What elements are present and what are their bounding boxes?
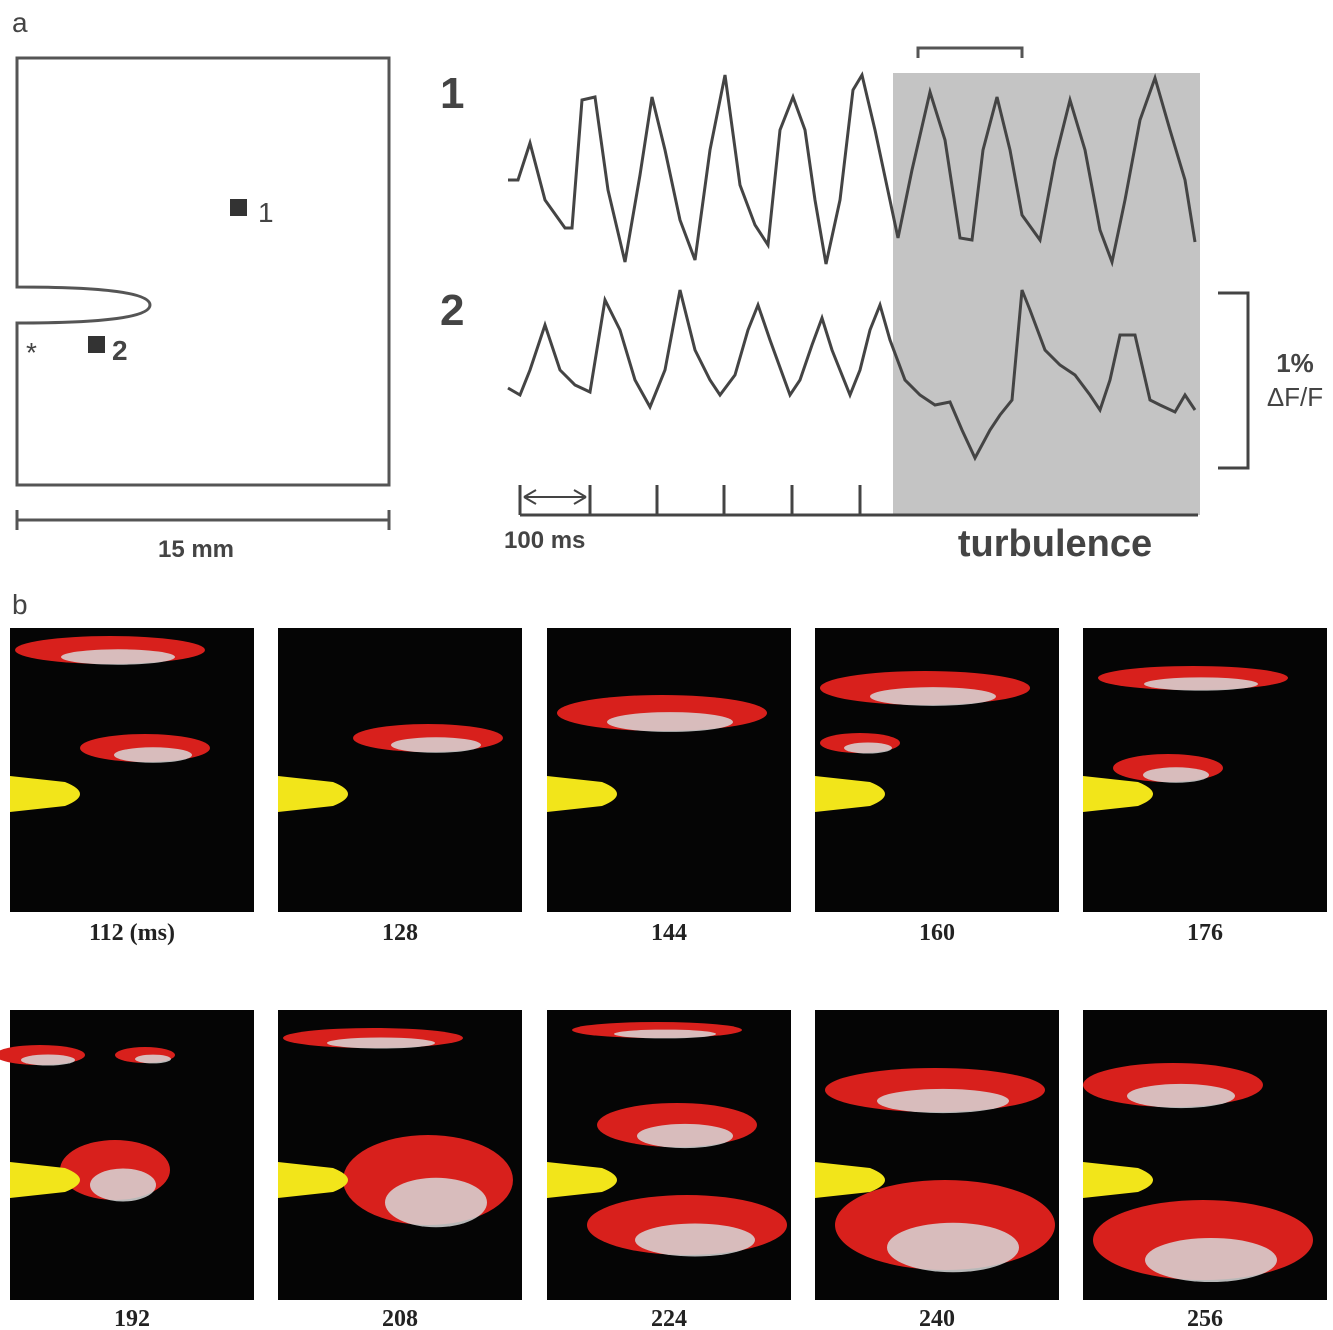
activation-white (1144, 677, 1258, 690)
time-label: 100 ms (504, 527, 585, 554)
activation-white (844, 743, 892, 754)
site-marker (230, 199, 247, 216)
time-arrow (524, 490, 586, 504)
amplitude-unit: ΔF/F (1267, 382, 1323, 412)
frames: 112 (ms) 128 144 160 176 192 208 224 240 256 (0, 628, 1327, 1330)
image-frame (815, 628, 1059, 912)
activation-white (887, 1223, 1019, 1273)
activation-white (607, 712, 733, 732)
activation-white (327, 1038, 435, 1049)
image-frame (547, 1010, 791, 1300)
stimulus-marker: * (26, 337, 37, 368)
frame-label: 160 (919, 920, 955, 946)
amplitude-bar (1218, 293, 1248, 468)
activation-white (1145, 1238, 1277, 1282)
image-frame (278, 628, 522, 912)
turbulence-region (893, 73, 1200, 515)
activation-white (877, 1089, 1009, 1113)
site-label: 2 (112, 335, 128, 366)
frame-label: 112 (ms) (89, 920, 175, 946)
frame-label: 192 (114, 1306, 150, 1330)
activation-white (1127, 1084, 1235, 1108)
image-frame (10, 628, 254, 912)
frame-label: 176 (1187, 920, 1223, 946)
activation-white (114, 747, 192, 762)
frame-label: 256 (1187, 1306, 1223, 1330)
activation-white (870, 687, 996, 706)
site-marker (88, 336, 105, 353)
activation-white (385, 1178, 487, 1228)
frame-label: 224 (651, 1306, 687, 1330)
trace-label: 1 (440, 69, 464, 118)
activation-white (90, 1169, 156, 1202)
amplitude-label: 1% (1276, 348, 1314, 378)
frame-label: 128 (382, 920, 418, 946)
trace-label: 2 (440, 286, 464, 335)
panel-label: b (12, 589, 28, 620)
activation-white (391, 737, 481, 752)
bracket (918, 48, 1022, 58)
frame-label: 240 (919, 1306, 955, 1330)
scale-bar (17, 510, 389, 530)
scale-label: 15 mm (158, 536, 234, 563)
frame-label: 208 (382, 1306, 418, 1330)
figure: a 1 2 * 15 mm 1 2 1% ΔF/F 100 ms turbule… (0, 0, 1333, 1330)
region-label: turbulence (958, 523, 1152, 565)
activation-white (135, 1055, 171, 1064)
frame-label: 144 (651, 920, 687, 946)
image-frame (547, 628, 791, 912)
activation-white (635, 1224, 755, 1257)
activation-white (637, 1124, 733, 1148)
tissue-outline (17, 58, 389, 485)
site-label: 1 (258, 197, 274, 228)
panel-label: a (12, 7, 28, 38)
activation-white (21, 1055, 75, 1066)
activation-white (1143, 767, 1209, 782)
activation-white (614, 1030, 716, 1039)
activation-white (61, 649, 175, 664)
